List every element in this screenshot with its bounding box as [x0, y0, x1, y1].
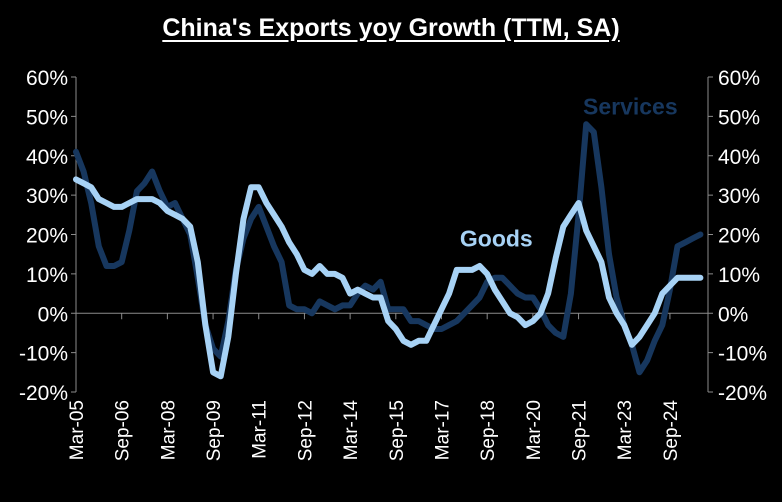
y-tick-label-right: 30%	[718, 185, 760, 208]
series-labels: Services Goods	[460, 93, 678, 251]
x-tick-label: Sep-15	[387, 400, 408, 461]
services-series-label: Services	[583, 93, 678, 119]
x-tick-label: Mar-05	[67, 400, 88, 460]
x-tick-label: Sep-24	[661, 400, 682, 462]
x-tick-label: Mar-17	[432, 400, 453, 460]
y-tick-label-right: 60%	[718, 67, 760, 90]
services-series-line	[73, 121, 704, 376]
y-tick-label-left: 30%	[26, 185, 68, 208]
y-tick-label-right: -10%	[718, 343, 767, 366]
x-tick-label: Mar-14	[341, 400, 362, 461]
y-tick-label-left: -20%	[19, 382, 68, 405]
y-tick-label-right: 40%	[718, 146, 760, 169]
x-tick-label: Mar-08	[158, 400, 179, 460]
y-tick-label-left: 10%	[26, 264, 68, 287]
axes: -20% -20% -10% -10% 0% 0% 10% 10% 20% 20% 30% 30% 40…	[19, 67, 767, 461]
x-tick-label: Sep-18	[478, 400, 499, 461]
y-tick-label-left: 0%	[38, 303, 68, 326]
series-lines	[73, 121, 704, 380]
x-tick-label: Sep-09	[204, 400, 225, 461]
y-tick-label-left: 50%	[26, 106, 68, 129]
x-tick-label: Mar-11	[250, 400, 271, 459]
goods-series-line	[73, 176, 704, 380]
y-tick-label-left: -10%	[19, 343, 68, 366]
y-tick-label-right: 10%	[718, 264, 760, 287]
goods-series-label: Goods	[460, 225, 533, 251]
x-tick-label: Sep-06	[113, 400, 134, 461]
x-tick-label: Sep-12	[295, 400, 316, 461]
y-tick-label-left: 60%	[26, 67, 68, 90]
x-tick-label: Sep-21	[570, 400, 591, 461]
x-tick-label: Mar-20	[524, 400, 545, 460]
y-tick-label-left: 20%	[26, 225, 68, 248]
y-tick-label-right: 20%	[718, 225, 760, 248]
y-tick-label-right: -20%	[718, 382, 767, 405]
y-tick-label-right: 50%	[718, 106, 760, 129]
y-tick-label-left: 40%	[26, 146, 68, 169]
chart-title: China's Exports yoy Growth (TTM, SA)	[162, 14, 620, 42]
y-tick-label-right: 0%	[718, 303, 748, 326]
x-tick-label: Mar-23	[615, 400, 636, 460]
